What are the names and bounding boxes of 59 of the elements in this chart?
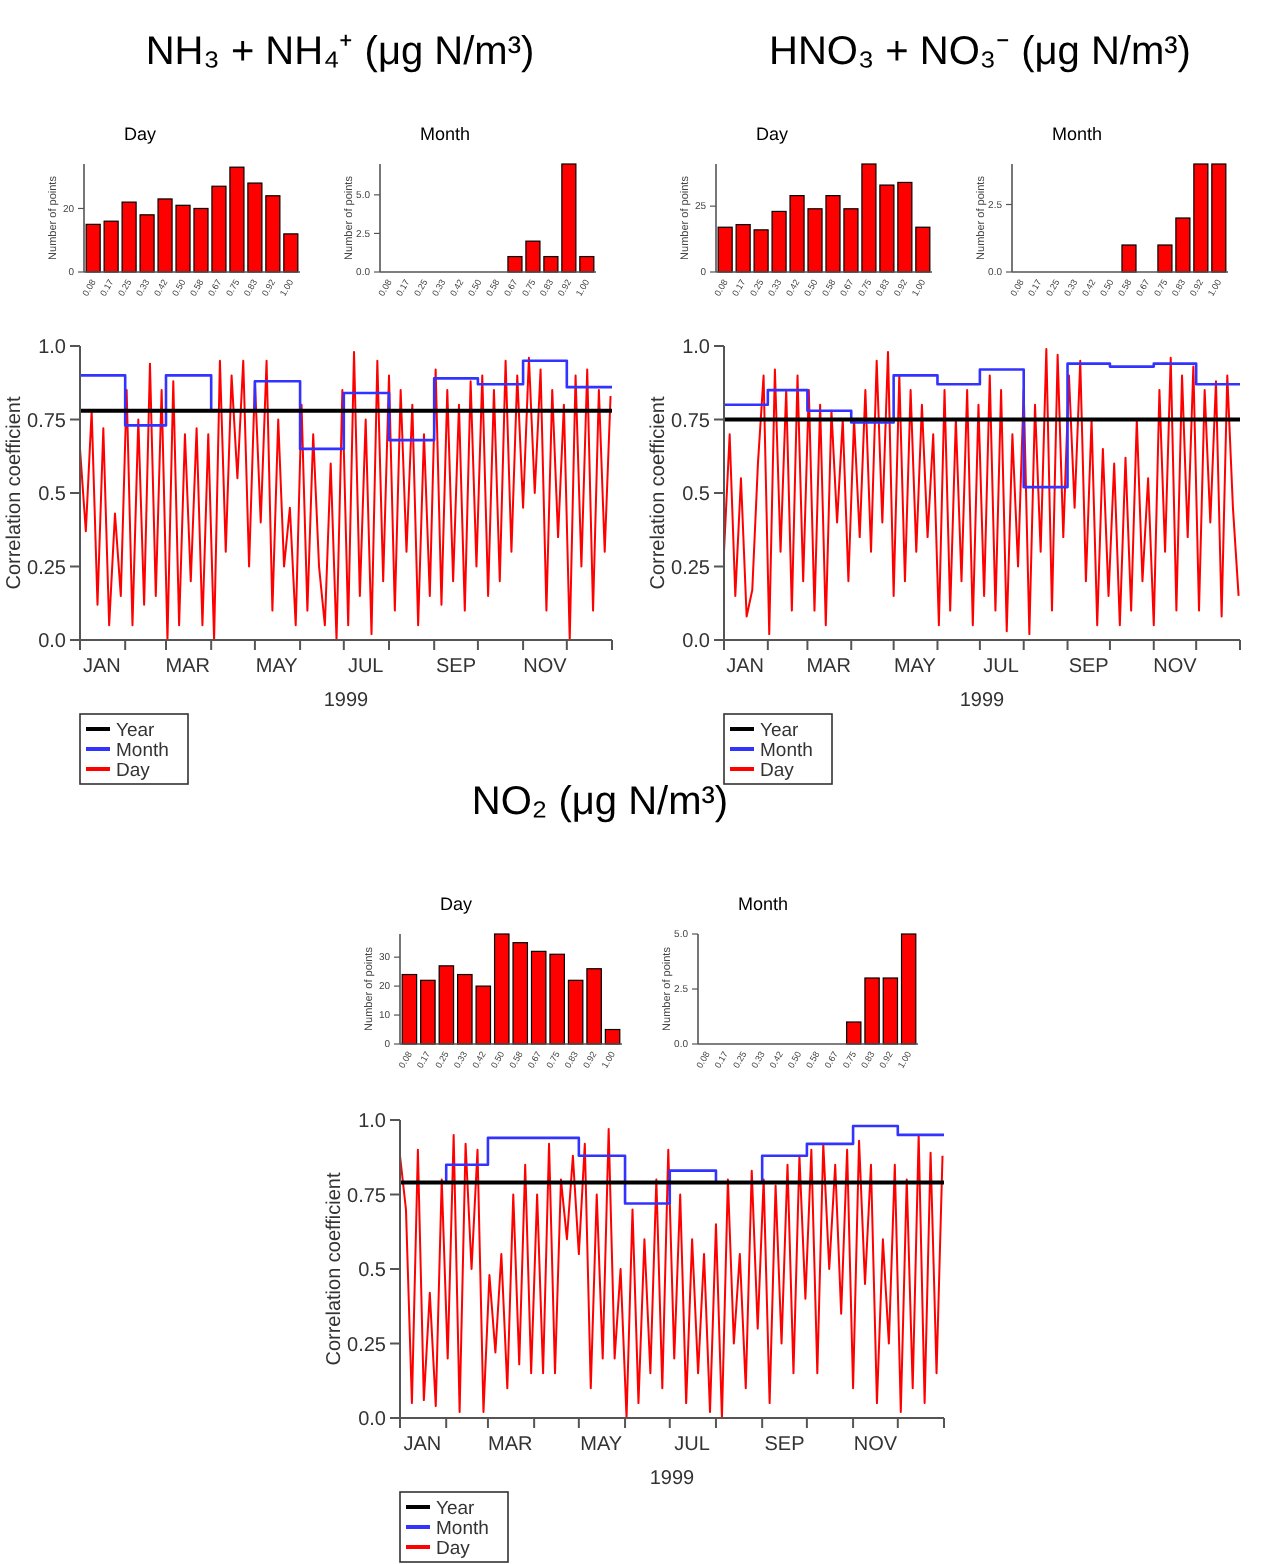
x-tick-label: JAN: [82, 656, 121, 678]
y-tick-label: 0.75: [671, 410, 711, 433]
y-tick-label: 0.5: [38, 484, 67, 506]
x-axis-title: 1999: [649, 1468, 696, 1490]
y-tick-label: 1.0: [682, 337, 711, 359]
text: NO₂ (μg N/m³): [471, 780, 729, 824]
x-axis-title: 1999: [959, 690, 1006, 712]
legend-label: Day: [436, 1537, 471, 1560]
chart-title: Day: [124, 124, 158, 144]
line-series: [723, 347, 1240, 636]
x-tick-label: SEP: [436, 656, 477, 678]
y-tick-label: 0.5: [358, 1260, 387, 1282]
x-tick-label: MAR: [488, 1434, 533, 1456]
chart-title: Day: [756, 124, 790, 144]
y-tick-label: 0.25: [347, 1334, 387, 1357]
x-axis-title: 1999: [323, 690, 370, 712]
text: HNO₃ + NO₃⁻ (μg N/m³): [769, 30, 1191, 74]
y-tick-label: 0.0: [682, 631, 711, 653]
y-axis-title: Correlation coefficient: [648, 396, 670, 590]
x-tick-label: MAY: [893, 656, 937, 678]
legend-label: Year: [760, 719, 799, 742]
y-tick-label: 0.25: [671, 557, 711, 580]
x-tick-label: JAN: [403, 1434, 442, 1456]
chart-title: Month: [1052, 124, 1103, 144]
y-tick-label: 0.5: [682, 484, 711, 506]
legend-label: Year: [116, 719, 155, 742]
text: NH₃ + NH₄⁺ (μg N/m³): [145, 30, 535, 74]
chart-title: Month: [738, 894, 789, 914]
y-axis-title: Correlation coefficient: [324, 1172, 346, 1366]
legend-label: Day: [116, 759, 151, 782]
chart-title: Day: [440, 894, 474, 914]
legend-label: Month: [116, 739, 169, 762]
x-tick-label: SEP: [764, 1434, 806, 1456]
y-tick-label: 0.0: [358, 1409, 387, 1431]
y-tick-label: 0.25: [27, 557, 67, 580]
x-tick-label: NOV: [853, 1434, 898, 1456]
legend-label: Month: [436, 1517, 489, 1540]
x-tick-label: JUL: [674, 1434, 711, 1456]
x-tick-label: MAR: [806, 656, 851, 678]
legend-label: Year: [436, 1497, 475, 1520]
y-tick-label: 1.0: [38, 337, 67, 359]
y-tick-label: 1.0: [358, 1111, 387, 1133]
x-tick-label: JAN: [726, 656, 765, 678]
legend-label: Month: [760, 739, 813, 762]
chart-title: Month: [420, 124, 471, 144]
y-tick-label: 0.75: [27, 410, 67, 433]
x-tick-label: SEP: [1068, 656, 1110, 678]
x-tick-label: JUL: [983, 656, 1020, 678]
y-tick-label: 0.75: [347, 1185, 387, 1208]
y-axis-title: Correlation coefficient: [4, 396, 26, 590]
x-tick-label: NOV: [523, 656, 568, 678]
y-tick-label: 0.0: [38, 631, 67, 653]
x-tick-label: MAY: [255, 656, 299, 678]
x-tick-label: MAR: [165, 656, 211, 678]
legend-label: Day: [760, 759, 795, 782]
x-tick-label: MAY: [580, 1434, 623, 1456]
x-tick-label: JUL: [347, 656, 385, 678]
bar: [1121, 244, 1137, 273]
x-tick-label: NOV: [1153, 656, 1198, 678]
